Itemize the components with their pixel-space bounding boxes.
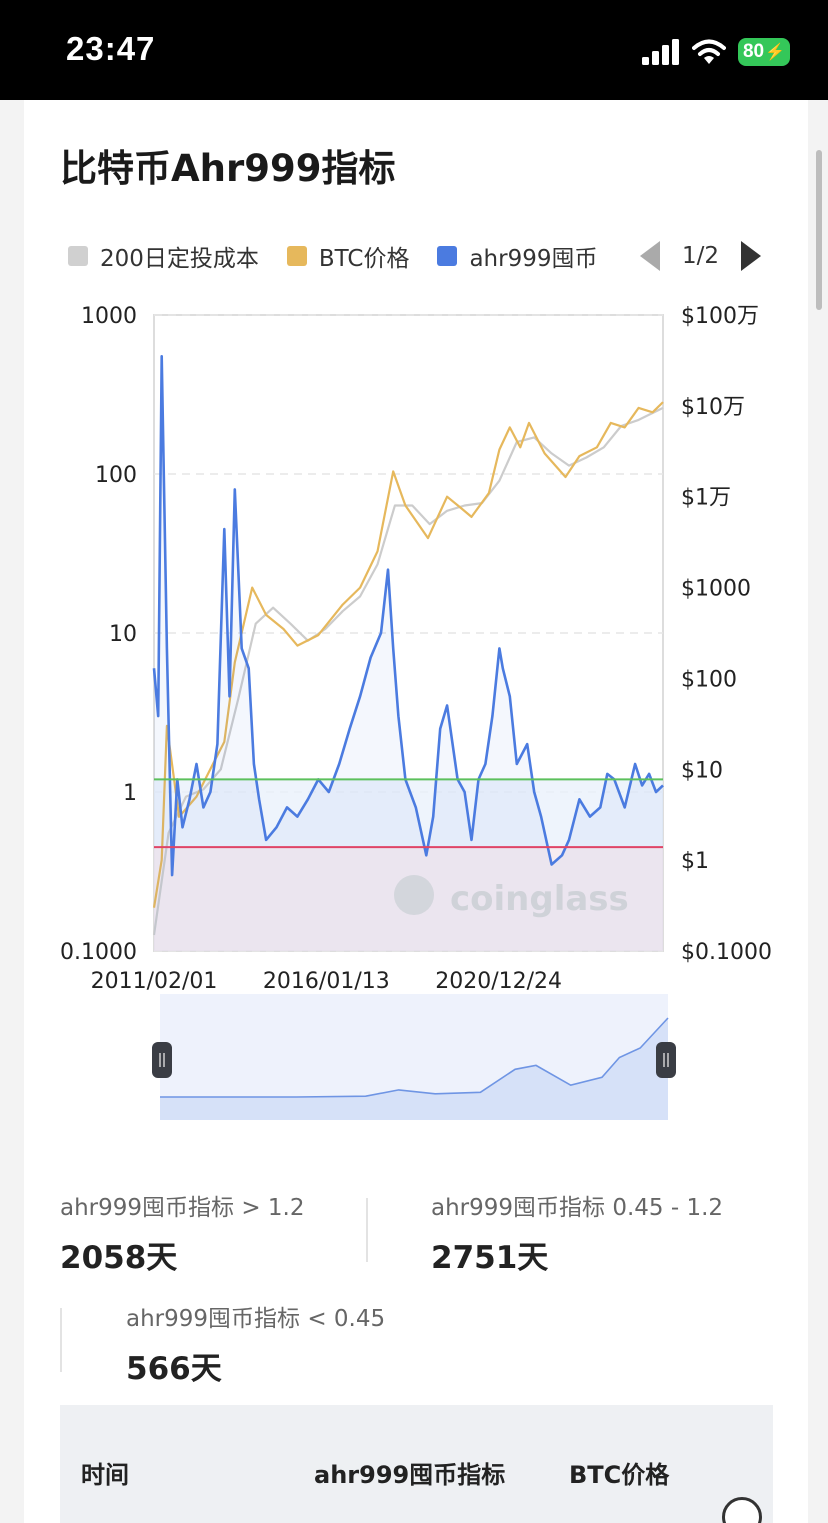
stat-label: ahr999囤币指标 > 1.2 bbox=[60, 1195, 305, 1221]
column-header-time[interactable]: 时间 bbox=[81, 1461, 129, 1489]
series-line bbox=[152, 406, 664, 936]
stat-above-1-2: ahr999囤币指标 > 1.2 2058天 bbox=[60, 1188, 305, 1277]
y-left-tick-label: 0.1000 bbox=[60, 940, 137, 965]
y-right-tick-label: $10万 bbox=[681, 395, 745, 420]
y-right-tick-label: $0.1000 bbox=[681, 940, 772, 965]
battery-level: 80 bbox=[742, 41, 765, 62]
y-right-tick-label: $1 bbox=[681, 849, 709, 874]
axes: 1000 100 10 1 0.1000 $100万 $10万 $1万 $1000 $100 $10… bbox=[60, 304, 772, 994]
y-left-tick-label: 1 bbox=[123, 781, 137, 806]
status-icons: 80 ⚡ bbox=[642, 36, 790, 68]
stat-divider bbox=[366, 1198, 368, 1262]
legend-label: ahr999囤币 bbox=[469, 246, 598, 272]
status-bar: 23:47 80 ⚡ bbox=[0, 0, 828, 100]
x-tick-label: 2020/12/24 bbox=[435, 969, 562, 994]
navigator-left-handle[interactable] bbox=[152, 1042, 172, 1078]
prev-page-icon[interactable] bbox=[640, 241, 660, 271]
legend-pager: 1/2 bbox=[640, 238, 762, 274]
y-right-tick-label: $100 bbox=[681, 667, 737, 692]
y-left-tick-label: 10 bbox=[109, 622, 137, 647]
legend-label: 200日定投成本 bbox=[100, 246, 259, 272]
series-lines bbox=[152, 354, 664, 951]
series-line bbox=[152, 354, 664, 877]
legend-swatch bbox=[68, 246, 88, 266]
stat-label: ahr999囤币指标 < 0.45 bbox=[126, 1306, 386, 1332]
y-right-tick-label: $100万 bbox=[681, 304, 759, 329]
page-title: 比特币Ahr999指标 bbox=[60, 147, 396, 190]
ahr999-chart[interactable]: coinglass 1000 100 10 1 0.1000 $100万 $10万 $1万 $1… bbox=[0, 290, 828, 1130]
legend-item-ahr999[interactable]: ahr999囤币 bbox=[437, 239, 597, 273]
chart-legend: 200日定投成本 BTC价格 ahr999囤币 bbox=[68, 238, 625, 274]
wifi-icon bbox=[692, 39, 726, 64]
status-time: 23:47 bbox=[66, 30, 156, 67]
y-right-tick-label: $1000 bbox=[681, 577, 751, 602]
stat-below-0-45: ahr999囤币指标 < 0.45 566天 bbox=[126, 1299, 385, 1388]
next-page-icon[interactable] bbox=[741, 241, 762, 271]
settings-gear-icon[interactable] bbox=[722, 1497, 762, 1523]
legend-item-btc-price[interactable]: BTC价格 bbox=[286, 239, 410, 273]
charging-icon: ⚡ bbox=[765, 44, 786, 61]
legend-swatch bbox=[286, 246, 307, 266]
legend-item-dca-cost[interactable]: 200日定投成本 bbox=[68, 239, 259, 273]
threshold-lines bbox=[154, 778, 663, 849]
column-header-btc-price[interactable]: BTC价格 bbox=[569, 1461, 670, 1489]
legend-page-indicator: 1/2 bbox=[682, 243, 720, 269]
navigator-right-handle[interactable] bbox=[656, 1042, 676, 1078]
stat-value: 2751天 bbox=[431, 1240, 549, 1276]
watermark-text: coinglass bbox=[450, 879, 629, 919]
stat-value: 566天 bbox=[126, 1351, 222, 1387]
y-right-tick-label: $1万 bbox=[681, 486, 731, 511]
y-right-tick-label: $10 bbox=[681, 758, 723, 783]
legend-swatch bbox=[437, 246, 458, 266]
stat-value: 2058天 bbox=[60, 1240, 178, 1276]
watermark-logo-icon bbox=[394, 875, 434, 915]
stat-divider bbox=[60, 1308, 62, 1372]
signal-icon bbox=[642, 39, 679, 65]
navigator-area bbox=[160, 1018, 668, 1120]
y-left-tick-label: 1000 bbox=[81, 304, 137, 329]
series-line bbox=[152, 401, 664, 908]
data-table-header: 时间 ahr999囤币指标 BTC价格 bbox=[60, 1405, 773, 1523]
legend-label: BTC价格 bbox=[318, 246, 410, 272]
x-tick-label: 2016/01/13 bbox=[263, 969, 390, 994]
x-tick-label: 2011/02/01 bbox=[91, 969, 218, 994]
range-navigator[interactable] bbox=[152, 994, 676, 1120]
scrollbar[interactable] bbox=[816, 150, 822, 310]
battery-indicator: 80 ⚡ bbox=[738, 38, 790, 66]
column-header-ahr999[interactable]: ahr999囤币指标 bbox=[314, 1461, 506, 1489]
stat-label: ahr999囤币指标 0.45 - 1.2 bbox=[431, 1195, 724, 1221]
stat-between: ahr999囤币指标 0.45 - 1.2 2751天 bbox=[431, 1188, 723, 1277]
coinglass-watermark: coinglass bbox=[394, 875, 629, 919]
navigator-line bbox=[160, 1017, 669, 1098]
y-left-tick-label: 100 bbox=[95, 463, 137, 488]
